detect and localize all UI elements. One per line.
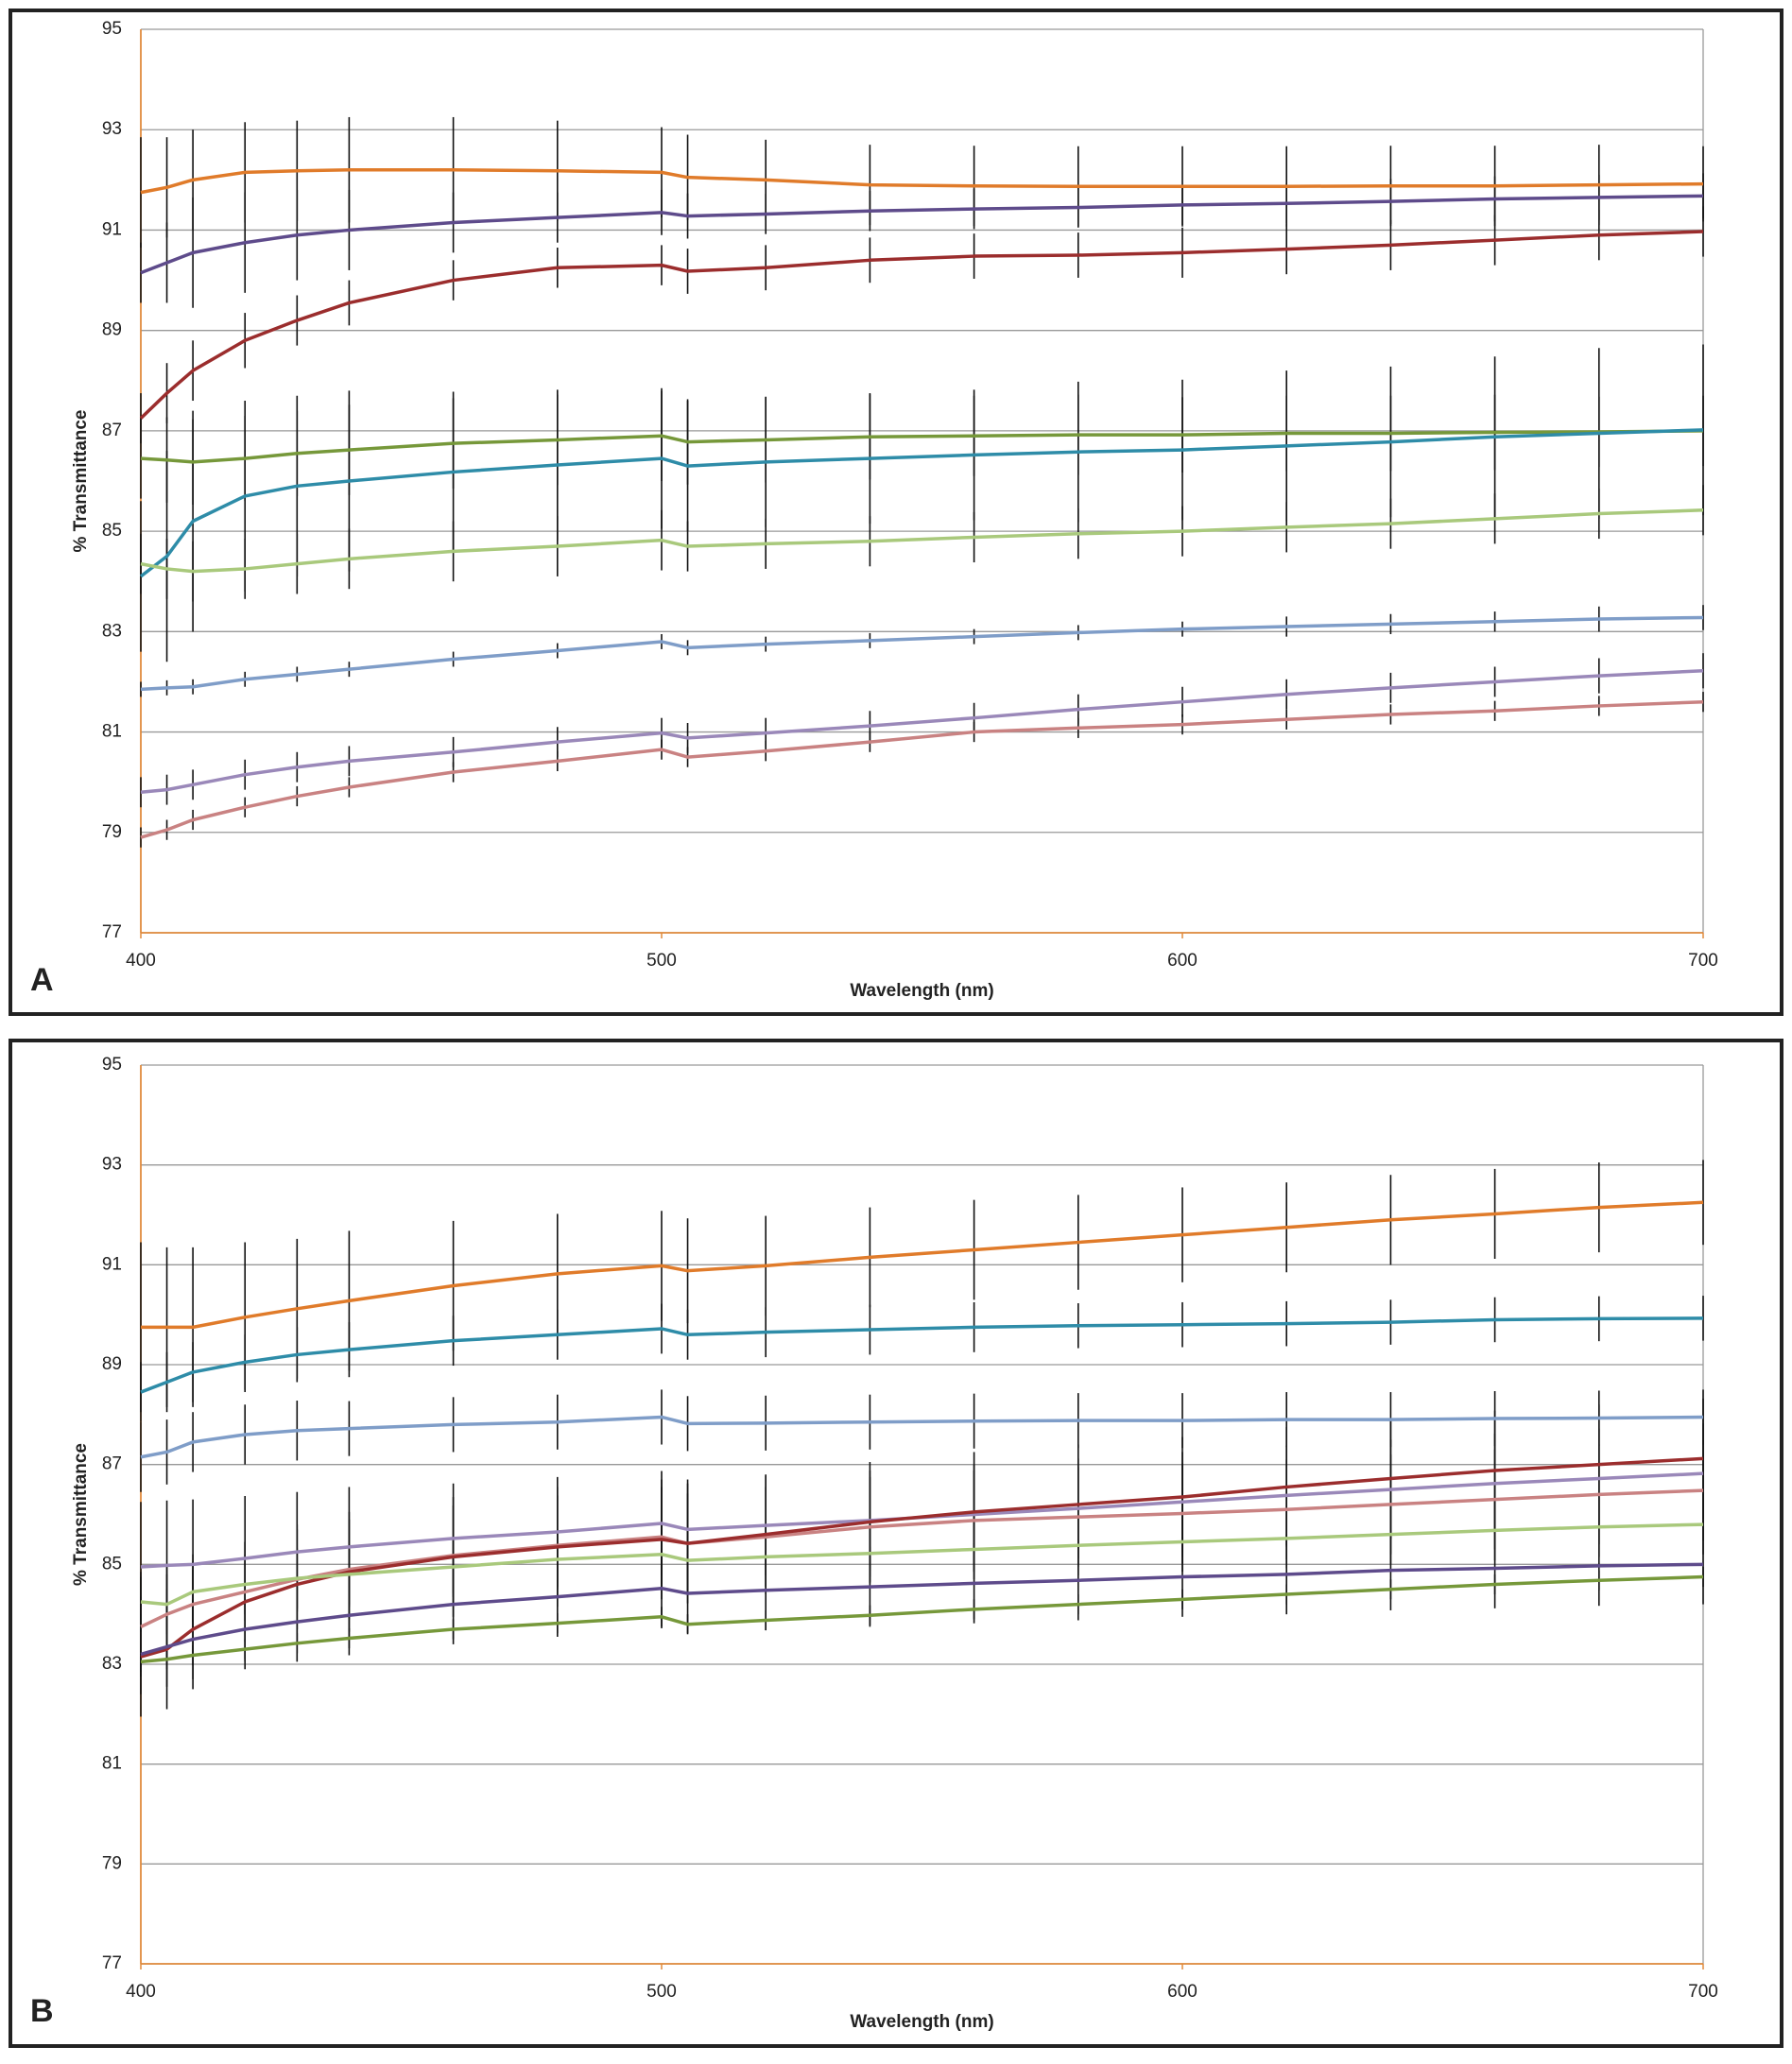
y-tick-label: 81 [102, 722, 122, 742]
y-tick-label: 91 [102, 219, 122, 239]
y-tick-label: 89 [102, 1354, 122, 1374]
y-tick-label: 81 [102, 1754, 122, 1774]
x-axis-label: Wavelength (nm) [850, 981, 993, 1001]
y-tick-label: 95 [102, 19, 122, 39]
y-tick-label: 93 [102, 119, 122, 139]
y-tick-label: 79 [102, 1853, 122, 1873]
series-line [140, 429, 1704, 464]
panel-label: B [30, 1993, 54, 2029]
series-line [140, 1562, 1704, 1657]
y-tick-label: 83 [102, 1654, 122, 1674]
y-tick-label: 83 [102, 621, 122, 641]
panel-border [9, 1039, 1783, 2048]
y-tick-label: 95 [102, 1055, 122, 1075]
series-line [140, 1415, 1704, 1459]
series-line [140, 167, 1704, 195]
x-tick-label: 500 [646, 1982, 677, 2002]
y-tick-label: 91 [102, 1254, 122, 1274]
x-tick-label: 600 [1167, 951, 1198, 971]
x-tick-label: 400 [126, 1982, 156, 2002]
series-line [140, 669, 1704, 795]
series-line [141, 1200, 1704, 1330]
x-tick-label: 400 [126, 951, 156, 971]
y-tick-label: 77 [102, 1953, 122, 1973]
y-tick-label: 85 [102, 521, 122, 541]
series-line [140, 1316, 1704, 1394]
y-tick-label: 87 [102, 421, 122, 440]
series-line [140, 1456, 1704, 1659]
series-line [139, 428, 1704, 578]
series-line [140, 194, 1704, 275]
y-tick-label: 87 [102, 1454, 122, 1474]
x-tick-label: 600 [1167, 1982, 1198, 2002]
series-line [140, 615, 1704, 692]
y-tick-label: 85 [102, 1554, 122, 1574]
x-axis-label: Wavelength (nm) [850, 2012, 993, 2032]
series-line [140, 1471, 1704, 1569]
series-line [140, 1522, 1704, 1607]
y-axis-label: % Transmittance [71, 1443, 91, 1586]
series-line [139, 230, 1704, 420]
x-tick-label: 500 [646, 951, 677, 971]
x-tick-label: 700 [1688, 1982, 1718, 2002]
y-tick-label: 89 [102, 320, 122, 340]
series-line [140, 508, 1704, 574]
x-tick-label: 700 [1688, 951, 1718, 971]
y-tick-label: 93 [102, 1155, 122, 1175]
y-tick-label: 79 [102, 822, 122, 842]
series-line [140, 1574, 1704, 1664]
panel-label: A [30, 962, 54, 998]
y-axis-label: % Transmittance [71, 410, 91, 553]
series-line [140, 699, 1704, 839]
y-tick-label: 77 [102, 922, 122, 942]
panel-border [9, 9, 1783, 1016]
